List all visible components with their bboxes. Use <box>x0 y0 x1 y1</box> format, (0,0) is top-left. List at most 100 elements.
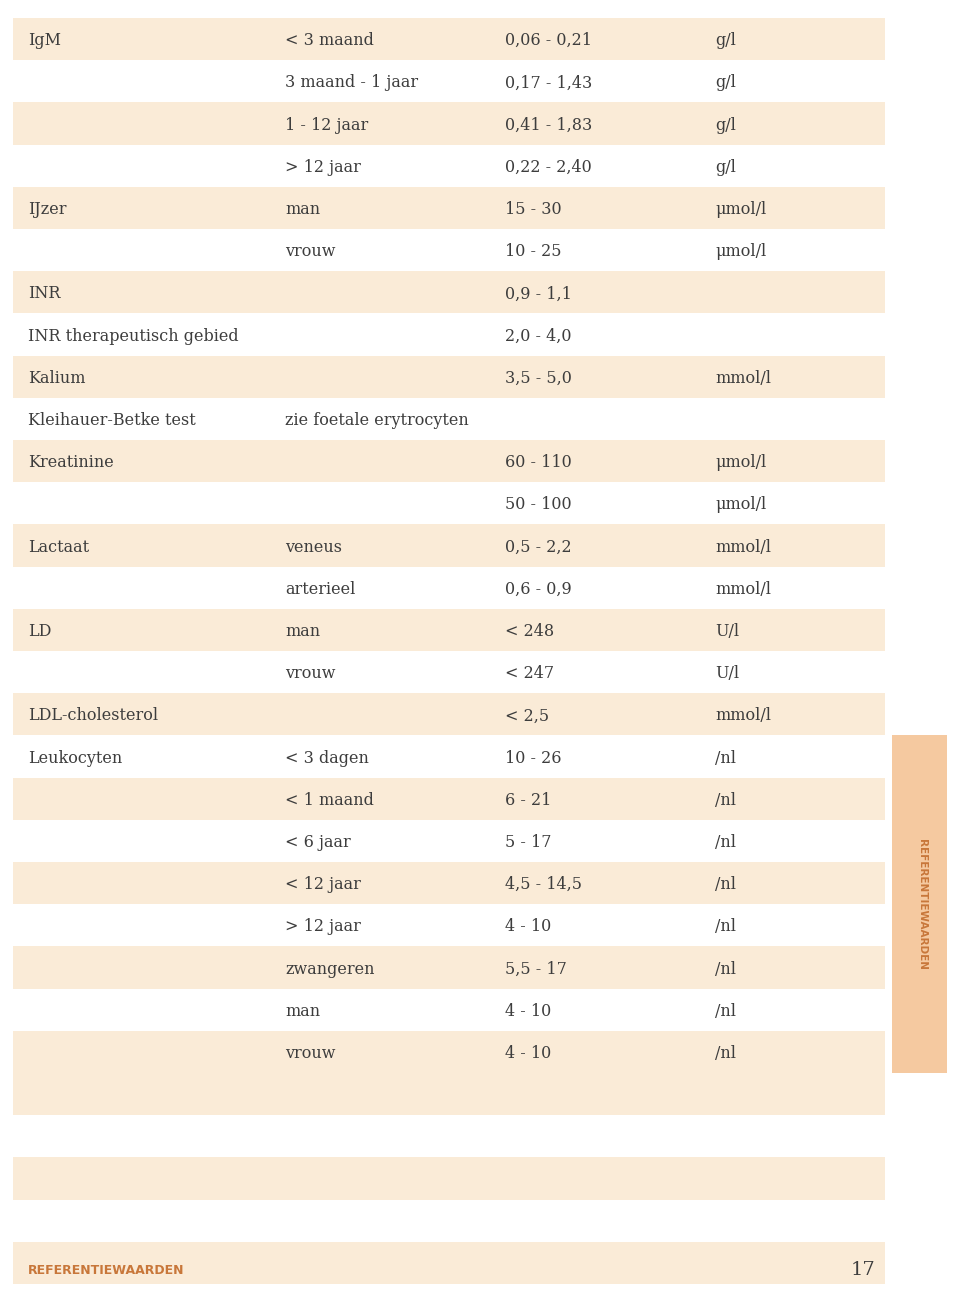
Text: 50 - 100: 50 - 100 <box>505 497 571 514</box>
Text: /nl: /nl <box>715 1045 736 1062</box>
Bar <box>13 1073 885 1116</box>
Text: < 248: < 248 <box>505 623 554 640</box>
Text: Kalium: Kalium <box>28 370 85 387</box>
Bar <box>13 229 885 271</box>
Text: 4 - 10: 4 - 10 <box>505 1003 551 1020</box>
Bar <box>13 947 885 989</box>
Bar <box>13 862 885 904</box>
Bar <box>13 1241 885 1284</box>
Text: /nl: /nl <box>715 876 736 893</box>
Text: 4 - 10: 4 - 10 <box>505 918 551 935</box>
Text: g/l: g/l <box>715 75 736 92</box>
Text: > 12 jaar: > 12 jaar <box>285 158 361 175</box>
Text: 5 - 17: 5 - 17 <box>505 835 551 852</box>
Bar <box>13 693 885 735</box>
Text: g/l: g/l <box>715 33 736 50</box>
Text: arterieel: arterieel <box>285 581 355 598</box>
Text: 4 - 10: 4 - 10 <box>505 1045 551 1062</box>
Text: Kleihauer-Betke test: Kleihauer-Betke test <box>28 412 196 429</box>
Text: /nl: /nl <box>715 918 736 935</box>
Text: IJzer: IJzer <box>28 201 66 218</box>
Text: veneus: veneus <box>285 539 342 556</box>
Text: zwangeren: zwangeren <box>285 960 374 977</box>
Bar <box>13 398 885 439</box>
Bar <box>13 60 885 102</box>
Text: mmol/l: mmol/l <box>715 708 771 725</box>
Text: μmol/l: μmol/l <box>715 243 766 260</box>
Bar <box>13 1116 885 1158</box>
Text: Leukocyten: Leukocyten <box>28 749 122 766</box>
Bar <box>13 1199 885 1241</box>
Text: /nl: /nl <box>715 749 736 766</box>
Text: < 247: < 247 <box>505 666 554 683</box>
Text: 3,5 - 5,0: 3,5 - 5,0 <box>505 370 572 387</box>
Bar <box>13 18 885 60</box>
Bar <box>892 735 947 1073</box>
Text: 10 - 26: 10 - 26 <box>505 749 562 766</box>
Text: /nl: /nl <box>715 1003 736 1020</box>
Text: vrouw: vrouw <box>285 1045 335 1062</box>
Text: 1 - 12 jaar: 1 - 12 jaar <box>285 116 369 133</box>
Text: 2,0 - 4,0: 2,0 - 4,0 <box>505 328 571 345</box>
Text: LD: LD <box>28 623 52 640</box>
Text: < 1 maand: < 1 maand <box>285 791 373 808</box>
Bar <box>13 314 885 356</box>
Text: 0,22 - 2,40: 0,22 - 2,40 <box>505 158 591 175</box>
Text: REFERENTIEWAARDEN: REFERENTIEWAARDEN <box>917 838 927 969</box>
Text: 0,41 - 1,83: 0,41 - 1,83 <box>505 116 592 133</box>
Text: U/l: U/l <box>715 623 739 640</box>
Text: > 12 jaar: > 12 jaar <box>285 918 361 935</box>
Bar <box>13 820 885 862</box>
Text: < 12 jaar: < 12 jaar <box>285 876 361 893</box>
Text: < 3 maand: < 3 maand <box>285 33 373 50</box>
Text: man: man <box>285 623 320 640</box>
Text: < 3 dagen: < 3 dagen <box>285 749 369 766</box>
Bar <box>13 102 885 145</box>
Text: 3 maand - 1 jaar: 3 maand - 1 jaar <box>285 75 419 92</box>
Text: μmol/l: μmol/l <box>715 454 766 471</box>
Bar <box>13 608 885 651</box>
Bar <box>13 356 885 398</box>
Text: Lactaat: Lactaat <box>28 539 89 556</box>
Text: INR therapeutisch gebied: INR therapeutisch gebied <box>28 328 239 345</box>
Bar <box>13 651 885 693</box>
Text: 6 - 21: 6 - 21 <box>505 791 551 808</box>
Text: < 6 jaar: < 6 jaar <box>285 835 350 852</box>
Text: mmol/l: mmol/l <box>715 539 771 556</box>
Text: Kreatinine: Kreatinine <box>28 454 113 471</box>
Bar <box>13 777 885 820</box>
Bar <box>13 1158 885 1199</box>
Text: 0,9 - 1,1: 0,9 - 1,1 <box>505 285 572 302</box>
Text: man: man <box>285 201 320 218</box>
Bar <box>13 1031 885 1073</box>
Text: < 2,5: < 2,5 <box>505 708 549 725</box>
Bar <box>13 271 885 314</box>
Text: 0,17 - 1,43: 0,17 - 1,43 <box>505 75 592 92</box>
Text: vrouw: vrouw <box>285 243 335 260</box>
Text: mmol/l: mmol/l <box>715 581 771 598</box>
Bar <box>13 525 885 566</box>
Text: 10 - 25: 10 - 25 <box>505 243 562 260</box>
Text: 5,5 - 17: 5,5 - 17 <box>505 960 566 977</box>
Text: /nl: /nl <box>715 791 736 808</box>
Bar <box>13 145 885 187</box>
Text: REFERENTIEWAARDEN: REFERENTIEWAARDEN <box>28 1264 184 1277</box>
Bar <box>13 735 885 777</box>
Text: /nl: /nl <box>715 960 736 977</box>
Text: IgM: IgM <box>28 33 61 50</box>
Text: 0,5 - 2,2: 0,5 - 2,2 <box>505 539 571 556</box>
Bar <box>13 904 885 947</box>
Text: 17: 17 <box>851 1261 875 1279</box>
Text: 0,6 - 0,9: 0,6 - 0,9 <box>505 581 572 598</box>
Text: U/l: U/l <box>715 666 739 683</box>
Text: LDL-cholesterol: LDL-cholesterol <box>28 708 158 725</box>
Text: INR: INR <box>28 285 60 302</box>
Text: zie foetale erytrocyten: zie foetale erytrocyten <box>285 412 468 429</box>
Text: /nl: /nl <box>715 835 736 852</box>
Text: g/l: g/l <box>715 158 736 175</box>
Text: 0,06 - 0,21: 0,06 - 0,21 <box>505 33 592 50</box>
Bar <box>13 439 885 483</box>
Text: 15 - 30: 15 - 30 <box>505 201 562 218</box>
Bar <box>13 566 885 608</box>
Text: g/l: g/l <box>715 116 736 133</box>
